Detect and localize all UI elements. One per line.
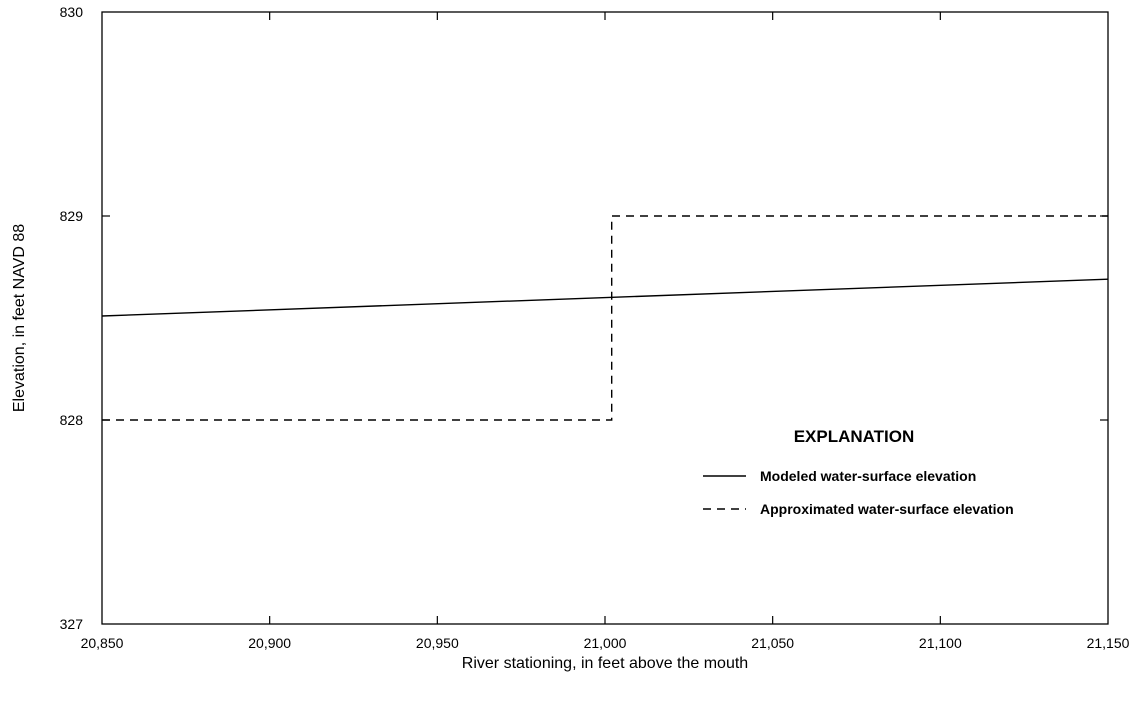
x-tick-label: 20,950	[416, 635, 459, 651]
y-tick-label: 830	[60, 4, 84, 20]
legend: EXPLANATION Modeled water-surface elevat…	[703, 427, 1014, 517]
x-axis: 20,850 20,900 20,950 21,000 21,050 21,100 21,1…	[81, 12, 1130, 651]
x-tick-label: 20,850	[81, 635, 124, 651]
x-tick-label: 21,000	[584, 635, 627, 651]
y-tick-label: 828	[60, 412, 84, 428]
plot-frame	[101, 11, 1109, 625]
x-tick-label: 21,100	[919, 635, 962, 651]
series-approximated-line	[102, 215, 1108, 421]
legend-title: EXPLANATION	[794, 427, 915, 446]
y-tick-label: 829	[60, 208, 84, 224]
x-tick-label: 20,900	[248, 635, 291, 651]
legend-label-approximated: Approximated water-surface elevation	[760, 501, 1014, 517]
legend-label-modeled: Modeled water-surface elevation	[760, 468, 976, 484]
y-tick-label: 327	[60, 616, 84, 632]
x-tick-label: 21,150	[1087, 635, 1130, 651]
y-axis-title: Elevation, in feet NAVD 88	[11, 224, 28, 412]
y-axis: 327 828 829 830	[60, 4, 1108, 632]
x-tick-label: 21,050	[751, 635, 794, 651]
x-axis-title: River stationing, in feet above the mout…	[462, 655, 748, 672]
series-modeled-line	[101, 278, 1109, 317]
series-layer	[101, 215, 1109, 421]
